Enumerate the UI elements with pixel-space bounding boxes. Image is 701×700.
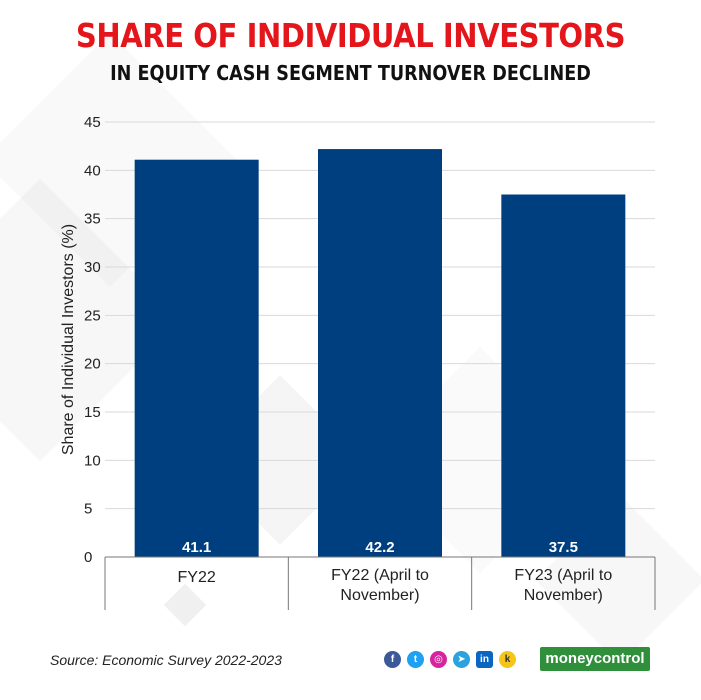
chart-subtitle: IN EQUITY CASH SEGMENT TURNOVER DECLINED <box>110 61 591 85</box>
source-note: Source: Economic Survey 2022-2023 <box>50 652 282 668</box>
y-tick-label: 5 <box>84 501 92 518</box>
x-tick-label: FY22 (April to <box>331 567 429 584</box>
koo-icon[interactable]: k <box>499 651 516 668</box>
y-tick-label: 40 <box>84 162 101 179</box>
y-tick-label: 30 <box>84 259 101 276</box>
y-tick-label: 15 <box>84 404 101 421</box>
facebook-icon[interactable]: f <box>384 651 401 668</box>
y-tick-label: 45 <box>84 114 101 131</box>
instagram-icon[interactable]: ◎ <box>430 651 447 668</box>
y-tick-label: 10 <box>84 452 101 469</box>
y-tick-label: 35 <box>84 211 101 228</box>
bar-data-label: 37.5 <box>549 539 578 556</box>
x-tick-label: FY23 (April to <box>514 567 612 584</box>
linkedin-icon[interactable]: in <box>476 651 493 668</box>
bar[interactable] <box>501 194 626 558</box>
bar-data-label: 42.2 <box>365 539 394 556</box>
bar[interactable] <box>134 159 259 557</box>
chart-title: SHARE OF INDIVIDUAL INVESTORS <box>75 16 626 55</box>
y-tick-label: 0 <box>84 549 92 566</box>
bar-data-label: 41.1 <box>182 539 211 556</box>
x-tick-label: November) <box>524 587 603 604</box>
bar[interactable] <box>318 149 442 558</box>
brand-logo: moneycontrol <box>540 647 650 671</box>
twitter-icon[interactable]: t <box>407 651 424 668</box>
y-axis-title: Share of Individual Investors (%) <box>60 224 77 455</box>
telegram-icon[interactable]: ➤ <box>453 651 470 668</box>
x-tick-label: November) <box>340 587 419 604</box>
bar-chart: 0 5 10 15 20 25 30 35 40 45 Share of Individual In… <box>60 114 656 610</box>
y-tick-label: 20 <box>84 356 101 373</box>
y-tick-label: 25 <box>84 307 101 324</box>
x-tick-label: FY22 <box>178 569 216 586</box>
